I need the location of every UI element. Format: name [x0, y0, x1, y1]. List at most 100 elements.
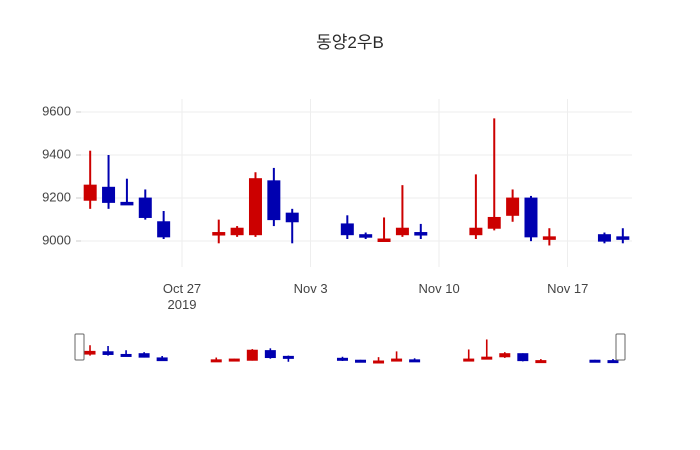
- candlestick[interactable]: [285, 208, 299, 244]
- rangeslider-body: [517, 353, 529, 362]
- candle-body: [524, 197, 538, 238]
- rangeslider-body: [355, 359, 367, 363]
- rangeslider-body: [156, 357, 168, 362]
- candlestick[interactable]: [267, 167, 281, 227]
- rangeslider-body: [463, 358, 475, 362]
- rangeslider-body: [84, 350, 96, 355]
- rangeslider-body: [102, 351, 114, 355]
- candlestick[interactable]: [395, 185, 409, 237]
- rangeslider-candlestick: [336, 356, 348, 361]
- candlestick[interactable]: [83, 150, 97, 209]
- candlestick[interactable]: [487, 118, 501, 231]
- rangeslider-candlestick: [282, 355, 294, 362]
- rangeslider-handle-right[interactable]: [615, 333, 626, 361]
- candlestick[interactable]: [340, 215, 354, 239]
- rangeslider-track[interactable]: [81, 330, 622, 372]
- candlestick[interactable]: [157, 211, 171, 239]
- candle-body: [395, 227, 409, 236]
- rangeslider-candlestick: [156, 356, 168, 362]
- candlestick[interactable]: [212, 219, 226, 244]
- candlestick[interactable]: [524, 195, 538, 242]
- rangeslider-candlestick: [409, 358, 421, 363]
- x-tick-label: Nov 17: [547, 281, 588, 296]
- rangeslider-candlestick: [138, 352, 150, 358]
- rangeslider-candlestick: [463, 349, 475, 362]
- y-tick-label: 9600: [42, 103, 71, 118]
- candle-body: [414, 232, 428, 236]
- candle-body: [597, 234, 611, 242]
- rangeslider-body: [210, 359, 222, 363]
- candlestick[interactable]: [138, 189, 152, 220]
- rangeslider-candlestick: [499, 352, 511, 358]
- candlestick[interactable]: [542, 228, 556, 246]
- candlestick[interactable]: [469, 174, 483, 239]
- rangeslider-candlestick: [246, 349, 258, 361]
- rangeslider-body: [607, 360, 619, 364]
- rangeslider-candlestick: [264, 348, 276, 359]
- rangeslider-body: [282, 355, 294, 359]
- candlestick[interactable]: [377, 217, 391, 242]
- rangeslider-candlestick: [84, 345, 96, 356]
- rangeslider-body: [391, 358, 403, 362]
- x-tick-label: Oct 27: [163, 281, 201, 296]
- rangeslider-candlestick: [102, 346, 114, 356]
- candle-body: [377, 238, 391, 242]
- candle-body: [506, 197, 520, 216]
- rangeslider-candlestick: [481, 339, 493, 360]
- rangeslider-candlestick: [210, 357, 222, 363]
- x-tick-label: Nov 3: [294, 281, 328, 296]
- candle-body: [285, 212, 299, 223]
- rangeslider-candlestick: [355, 359, 367, 363]
- rangeslider-candlestick: [228, 358, 240, 362]
- candle-body: [359, 234, 373, 238]
- candlestick[interactable]: [102, 155, 116, 209]
- candle-body: [340, 223, 354, 236]
- rangeslider-body: [228, 358, 240, 362]
- candle-body: [230, 227, 244, 236]
- y-tick-label: 9200: [42, 190, 71, 205]
- candle-body: [267, 180, 281, 221]
- candle-body: [157, 221, 171, 238]
- x-tick-label: Nov 10: [419, 281, 460, 296]
- rangeslider[interactable]: [74, 330, 626, 372]
- y-axis-ticks: 9000 9200 9400 9600: [42, 103, 81, 248]
- candle-body: [102, 186, 116, 203]
- candlestick[interactable]: [120, 178, 134, 206]
- rangeslider-body: [246, 349, 258, 361]
- candlestick[interactable]: [230, 226, 244, 237]
- rangeslider-body: [373, 360, 385, 364]
- candlestick[interactable]: [248, 172, 262, 237]
- candle-body: [487, 216, 501, 229]
- rangeslider-body: [409, 359, 421, 363]
- rangeslider-candlestick: [120, 350, 132, 357]
- candle-body: [616, 236, 630, 240]
- candlestick[interactable]: [414, 223, 428, 239]
- rangeslider-candlestick: [607, 359, 619, 364]
- candle-body: [138, 197, 152, 218]
- rangeslider-candlestick: [589, 359, 601, 363]
- rangeslider-handle-left[interactable]: [74, 333, 85, 361]
- candle-body: [248, 178, 262, 236]
- rangeslider-body: [120, 353, 132, 357]
- grid-layer: [81, 99, 632, 267]
- candle-body: [542, 236, 556, 240]
- candles-layer: [83, 118, 630, 246]
- rangeslider-candlestick: [391, 351, 403, 362]
- candle-body: [83, 184, 97, 201]
- candle-body: [120, 201, 134, 206]
- x-tick-sublabel: 2019: [168, 297, 197, 312]
- rangeslider-body: [481, 356, 493, 360]
- candlestick[interactable]: [359, 232, 373, 239]
- rangeslider-body: [264, 350, 276, 359]
- rangeslider-body: [589, 359, 601, 363]
- candlestick[interactable]: [597, 232, 611, 244]
- candlestick[interactable]: [616, 228, 630, 244]
- candlestick[interactable]: [506, 189, 520, 222]
- rangeslider-body: [535, 360, 547, 364]
- candle-body: [212, 232, 226, 236]
- rangeslider-body: [499, 353, 511, 358]
- page-title: 동양2우B: [316, 33, 384, 52]
- rangeslider-candlestick: [517, 353, 529, 362]
